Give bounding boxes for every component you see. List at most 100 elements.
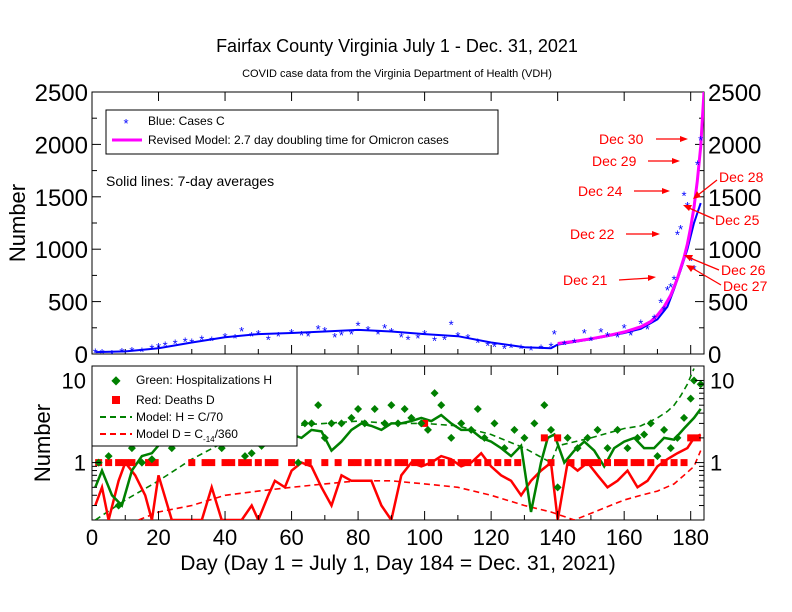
top-ytick-label-right: 500 — [708, 290, 748, 317]
case-point: * — [449, 318, 454, 333]
death-point — [334, 459, 342, 467]
case-point: * — [422, 327, 427, 342]
hosp-point — [520, 433, 529, 442]
solid-lines-note: Solid lines: 7-day averages — [106, 173, 274, 189]
case-point: * — [189, 335, 194, 350]
death-point — [540, 434, 548, 442]
case-point: * — [552, 327, 557, 342]
death-point — [254, 459, 262, 467]
hosp-point — [457, 419, 466, 428]
death-point — [604, 459, 612, 467]
case-point: * — [562, 338, 567, 353]
death-point — [411, 459, 419, 467]
death-point — [437, 459, 445, 467]
case-point: * — [322, 324, 327, 339]
death-point — [354, 459, 362, 467]
case-point: * — [665, 283, 670, 298]
xtick-label: 160 — [606, 525, 643, 550]
death-point — [637, 459, 645, 467]
case-point: * — [316, 322, 321, 337]
case-point: * — [492, 340, 497, 355]
case-point: * — [299, 328, 304, 343]
model-line — [557, 92, 704, 345]
hosp-point — [407, 413, 416, 422]
case-point: * — [432, 333, 437, 348]
top-legend: * Blue: Cases C Revised Model: 2.7 day d… — [105, 109, 499, 155]
case-point: * — [199, 332, 204, 347]
hosp-point — [680, 413, 689, 422]
case-point: * — [256, 327, 261, 342]
hosp-point — [247, 449, 256, 458]
case-point: * — [266, 332, 271, 347]
hosp-point — [623, 444, 632, 453]
case-point: * — [276, 329, 281, 344]
case-point: * — [548, 340, 553, 355]
death-point — [680, 459, 688, 467]
top-ytick-label-right: 0 — [708, 342, 721, 369]
death-point — [484, 459, 492, 467]
case-point: * — [455, 329, 460, 344]
hosp-point — [147, 455, 156, 464]
hosp-point — [370, 404, 379, 413]
xtick-label: 120 — [473, 525, 510, 550]
arrowhead-dec-22 — [652, 231, 660, 237]
death-point — [401, 459, 409, 467]
death-point — [447, 459, 455, 467]
hosp-point — [467, 425, 476, 434]
case-point: * — [356, 319, 361, 334]
annotation-dec-21: Dec 21 — [563, 272, 608, 288]
top-ytick-label-left: 500 — [48, 290, 88, 317]
case-point: * — [223, 330, 228, 345]
top-ytick-label-left: 2000 — [35, 132, 88, 159]
arrowhead-dec-27 — [686, 265, 695, 272]
hosp-point — [660, 425, 669, 434]
case-point: * — [582, 326, 587, 341]
hosp-point — [573, 444, 582, 453]
top-axes: 0 0 500 500 1000 1000 1500 1500 2000 2000 2500 2500 — [35, 80, 762, 369]
arrowhead-dec-29 — [672, 158, 680, 164]
case-point: * — [306, 329, 311, 344]
hosp-point — [300, 419, 309, 428]
death-point — [594, 459, 602, 467]
death-point — [238, 459, 246, 467]
case-point: * — [173, 336, 178, 351]
case-point: * — [658, 296, 663, 311]
case-point: * — [332, 330, 337, 345]
case-point: * — [376, 327, 381, 342]
hosp-point — [583, 433, 592, 442]
case-point: * — [209, 333, 214, 348]
top-ytick-label-right: 2500 — [708, 80, 761, 107]
chart-subtitle: COVID case data from the Virginia Depart… — [242, 68, 552, 80]
death-point — [457, 459, 465, 467]
hosp-point — [490, 419, 499, 428]
x-axis-label: Day (Day 1 = July 1, Day 184 = Dec. 31, … — [180, 552, 615, 575]
case-point: * — [605, 329, 610, 344]
hosp-point — [360, 419, 369, 428]
death-point — [630, 459, 638, 467]
hosp-point — [510, 425, 519, 434]
hosp-point — [294, 458, 303, 467]
case-point: * — [119, 345, 124, 360]
bottom-ytick-label-right: 1 — [710, 451, 722, 476]
death-point — [244, 459, 252, 467]
case-point: * — [99, 346, 104, 361]
hosp-point — [347, 413, 356, 422]
case-point: * — [93, 345, 98, 360]
case-point: * — [645, 322, 650, 337]
legend-hosp-label: Green: Hospitalizations H — [136, 373, 272, 387]
hosp-point — [337, 419, 346, 428]
hosp-point — [437, 401, 446, 410]
death-point — [474, 459, 482, 467]
annotation-dec-22: Dec 22 — [570, 226, 615, 242]
death-point — [620, 459, 628, 467]
hosp-point — [354, 404, 363, 413]
top-plot-area: * * * * * * * * * * * * * * * * * * * * * * * * * * * * ** * * * * * * * * * *… — [93, 92, 704, 361]
death-point — [128, 459, 136, 467]
hosp-point — [417, 419, 426, 428]
case-point: * — [239, 324, 244, 339]
hosp-point — [686, 394, 695, 403]
hosp-point — [387, 401, 396, 410]
case-point: * — [232, 331, 237, 346]
annotation-dec-25: Dec 25 — [715, 212, 760, 228]
hosp-point — [640, 430, 649, 439]
